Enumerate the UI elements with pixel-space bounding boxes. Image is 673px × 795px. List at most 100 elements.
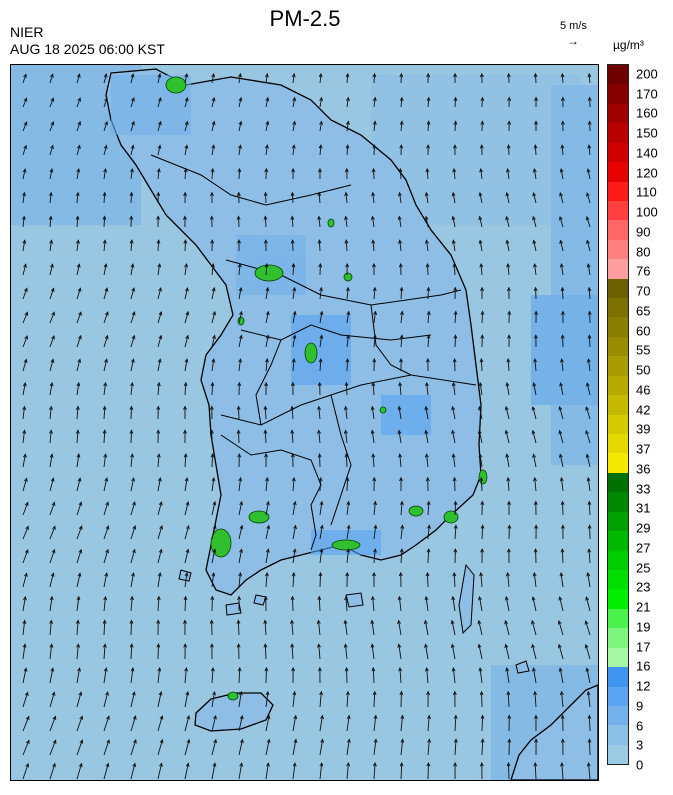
- wind-arrow: [184, 477, 188, 492]
- legend-tick-label: 170: [636, 86, 658, 102]
- wind-arrow-head: [507, 334, 511, 339]
- wind-arrow: [587, 264, 591, 276]
- wind-arrow: [452, 596, 456, 612]
- wind-arrow-head: [319, 524, 324, 530]
- wind-arrow: [318, 430, 321, 444]
- wind-arrow: [346, 97, 349, 108]
- wind-arrow-head: [292, 96, 297, 102]
- wind-arrow: [22, 98, 27, 108]
- wind-arrow-head: [425, 571, 430, 577]
- wind-arrow-head: [156, 453, 161, 458]
- wind-arrow-head: [52, 715, 57, 720]
- wind-arrow: [372, 454, 375, 468]
- wind-arrow: [49, 168, 53, 180]
- wind-arrow-head: [424, 643, 428, 648]
- wind-arrow-head: [373, 310, 378, 316]
- wind-arrow-head: [184, 476, 189, 482]
- legend-tick-label: 50: [636, 362, 651, 378]
- wind-arrow: [103, 692, 109, 708]
- wind-arrow: [373, 763, 376, 780]
- color-scale-bar: [607, 64, 629, 765]
- wind-arrow: [130, 430, 132, 444]
- wind-arrow: [211, 121, 215, 132]
- wind-arrow-head: [292, 310, 297, 316]
- wind-arrow-head: [426, 334, 431, 339]
- wind-arrow-head: [505, 215, 510, 221]
- wind-arrow-head: [504, 405, 509, 411]
- color-scale-ticks: 200 170 160 150 140 120 110 100 90 80 76 70 65 60 55 50…: [636, 64, 673, 773]
- wind-arrow-head: [75, 619, 80, 624]
- wind-arrow: [211, 691, 216, 708]
- wind-arrow-head: [344, 239, 349, 244]
- wind-arrow-head: [532, 453, 536, 458]
- wind-arrow-head: [371, 191, 375, 197]
- wind-arrow: [560, 477, 564, 492]
- wind-arrow-head: [424, 215, 429, 221]
- wind-arrow: [345, 454, 348, 468]
- wind-arrow-head: [266, 714, 271, 720]
- wind-arrow-head: [453, 500, 458, 506]
- wind-arrow: [373, 121, 376, 132]
- wind-arrow: [292, 311, 296, 324]
- wind-arrow: [130, 335, 135, 348]
- wind-arrow: [103, 74, 107, 84]
- wind-arrow-head: [506, 548, 511, 553]
- legend-tick-label: 29: [636, 520, 651, 536]
- wind-arrow: [398, 644, 402, 660]
- wind-arrow: [265, 715, 270, 732]
- legend-swatch: [608, 298, 628, 318]
- wind-arrow: [588, 501, 591, 516]
- wind-arrow: [373, 691, 376, 708]
- wind-arrow-head: [319, 310, 324, 316]
- wind-arrow-head: [291, 666, 296, 672]
- wind-arrow: [130, 168, 133, 180]
- wind-arrow-head: [237, 666, 242, 672]
- wind-arrow-head: [479, 72, 484, 78]
- wind-arrow: [373, 287, 376, 300]
- wind-arrow-head: [371, 167, 376, 173]
- wind-arrow: [588, 73, 591, 84]
- legend-tick-label: 21: [636, 599, 651, 615]
- timestamp-label: AUG 18 2025 06:00 KST: [10, 41, 165, 57]
- wind-arrow-head: [506, 358, 511, 363]
- wind-arrow: [373, 97, 376, 108]
- wind-arrow-head: [23, 144, 27, 150]
- wind-arrow-head: [183, 381, 188, 387]
- wind-arrow-head: [157, 572, 162, 577]
- wind-arrow: [238, 97, 242, 108]
- wind-arrow: [103, 335, 108, 348]
- wind-arrow-head: [237, 381, 242, 387]
- wind-arrow: [265, 73, 268, 84]
- wind-arrow: [398, 216, 402, 228]
- pm25-map[interactable]: [10, 64, 599, 781]
- wind-arrow-head: [157, 73, 162, 78]
- wind-arrow: [585, 620, 591, 636]
- wind-arrow: [238, 145, 241, 156]
- legend-swatch: [608, 511, 628, 532]
- wind-arrow-head: [183, 215, 187, 220]
- wind-arrow: [345, 430, 348, 444]
- wind-arrow-head: [237, 453, 242, 458]
- wind-arrow: [157, 335, 162, 348]
- wind-arrow-head: [236, 429, 241, 434]
- wind-arrow-head: [102, 405, 107, 410]
- wind-arrow: [587, 359, 591, 372]
- wind-arrow-head: [345, 262, 350, 268]
- wind-arrow-head: [156, 215, 161, 220]
- wind-arrow: [400, 501, 403, 516]
- wind-arrow-head: [452, 262, 457, 268]
- legend-swatch: [608, 667, 628, 687]
- wind-arrow-head: [584, 643, 589, 649]
- wind-arrow-head: [77, 120, 82, 126]
- wind-arrow: [49, 240, 52, 252]
- wind-arrow-head: [397, 643, 402, 648]
- wind-arrow-head: [559, 572, 564, 577]
- wind-arrow: [76, 763, 82, 780]
- wind-arrow: [560, 168, 564, 180]
- wind-arrow-head: [504, 429, 509, 435]
- wind-arrow-head: [75, 405, 80, 411]
- wind-arrow: [49, 596, 53, 612]
- wind-arrow-head: [50, 144, 54, 150]
- wind-arrow: [22, 145, 27, 156]
- wind-arrow: [505, 406, 510, 420]
